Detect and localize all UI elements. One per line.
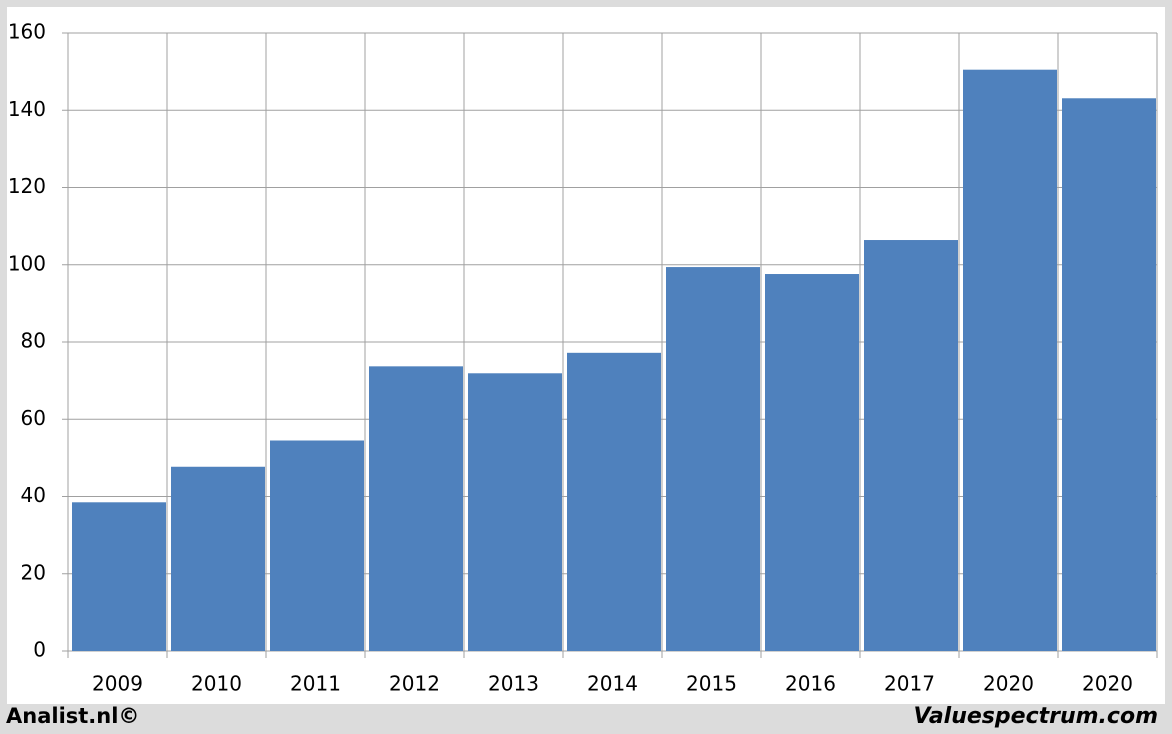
- x-tick-label: 2020: [1082, 672, 1133, 696]
- x-tick-label: 2012: [389, 672, 440, 696]
- bar: [72, 502, 166, 651]
- x-tick-label: 2009: [92, 672, 143, 696]
- y-tick-label: 100: [8, 251, 46, 275]
- bar: [270, 440, 364, 651]
- bar: [1062, 98, 1156, 652]
- x-tick-label: 2011: [290, 672, 341, 696]
- footer-right: Valuespectrum.com: [914, 704, 1158, 729]
- bar: [666, 267, 760, 651]
- x-tick-label: 2015: [686, 672, 737, 696]
- y-tick-label: 20: [21, 560, 46, 584]
- x-tick-label: 2016: [785, 672, 836, 696]
- bar: [468, 373, 562, 651]
- bar: [765, 274, 859, 651]
- bar: [171, 466, 265, 651]
- y-tick-label: 120: [8, 174, 46, 198]
- y-tick-label: 40: [21, 483, 46, 507]
- y-tick-label: 60: [21, 406, 46, 430]
- y-tick-label: 160: [8, 20, 46, 44]
- x-tick-label: 2013: [488, 672, 539, 696]
- x-tick-label: 2020: [983, 672, 1034, 696]
- x-tick-label: 2017: [884, 672, 935, 696]
- footer-left: Analist.nl©: [6, 704, 139, 728]
- x-tick-label: 2014: [587, 672, 638, 696]
- bar: [963, 69, 1057, 652]
- bar: [567, 352, 661, 651]
- x-tick-label: 2010: [191, 672, 242, 696]
- bar: [369, 366, 463, 651]
- y-tick-label: 140: [8, 97, 46, 121]
- y-tick-label: 0: [33, 638, 46, 662]
- y-tick-label: 80: [21, 329, 46, 353]
- bar: [864, 240, 958, 651]
